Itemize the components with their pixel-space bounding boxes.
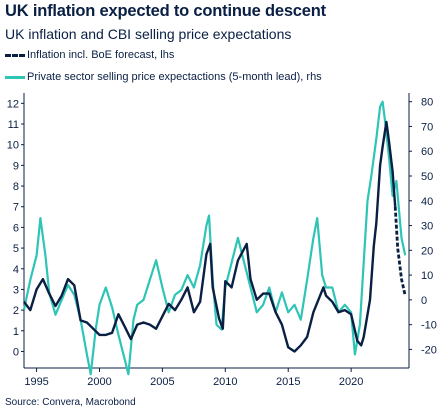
- left-tick-label: 5: [13, 243, 19, 255]
- legend-item-inflation: Inflation incl. BoE forecast, lhs: [5, 49, 405, 61]
- legend-swatch-cbi: [5, 75, 25, 79]
- legend-item-cbi: Private sector selling price expectactio…: [5, 71, 405, 83]
- legend-label-cbi: Private sector selling price expectactio…: [27, 71, 322, 83]
- series-line-inflation: [23, 120, 397, 353]
- left-tick-label: 3: [13, 284, 19, 296]
- chart-title: UK inflation expected to continue descen…: [5, 2, 326, 20]
- right-tick-label: 10: [421, 270, 433, 282]
- legend-label-inflation: Inflation incl. BoE forecast, lhs: [27, 49, 175, 61]
- right-tick-label: -20: [421, 344, 437, 356]
- left-tick-label: 1: [13, 326, 19, 338]
- left-tick-label: 7: [13, 202, 19, 214]
- right-tick-label: 70: [421, 121, 433, 133]
- x-tick-label: 2005: [150, 376, 174, 388]
- left-tick-label: 8: [13, 181, 19, 193]
- right-tick-label: 40: [421, 196, 433, 208]
- left-tick-label: 12: [7, 98, 19, 110]
- right-tick-label: 50: [421, 171, 433, 183]
- left-tick-label: 11: [8, 119, 19, 131]
- chart-subtitle: UK inflation and CBI selling price expec…: [5, 26, 292, 42]
- x-tick-label: 2015: [276, 376, 300, 388]
- series-line-cbi: [22, 100, 407, 376]
- left-tick-label: 0: [13, 346, 19, 358]
- left-tick-label: 10: [7, 140, 19, 152]
- legend-swatch-inflation: [5, 53, 25, 57]
- left-tick-label: 6: [13, 222, 19, 234]
- right-tick-label: 20: [421, 245, 433, 257]
- x-tick-label: 1995: [24, 376, 48, 388]
- series-line-inflation-forecast: [393, 206, 407, 296]
- right-tick-label: 80: [421, 97, 433, 109]
- x-tick-label: 2000: [87, 376, 111, 388]
- left-tick-label: 9: [13, 160, 19, 172]
- right-tick-label: 30: [421, 221, 433, 233]
- right-tick-label: 0: [421, 295, 427, 307]
- chart-source: Source: Convera, Macrobond: [5, 397, 136, 408]
- x-tick-label: 2010: [213, 376, 237, 388]
- right-tick-label: -10: [421, 320, 437, 332]
- right-tick-label: 60: [421, 146, 433, 158]
- left-tick-label: 4: [13, 264, 19, 276]
- left-tick-label: 2: [13, 305, 19, 317]
- x-tick-label: 2020: [339, 376, 363, 388]
